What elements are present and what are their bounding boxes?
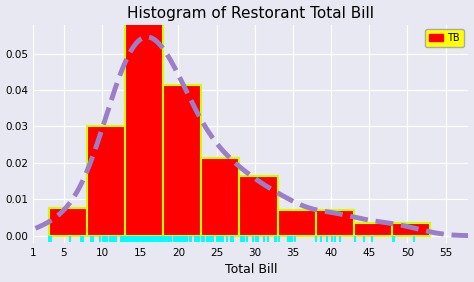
Bar — [239, 176, 278, 236]
Bar — [278, 210, 316, 236]
Bar — [354, 223, 392, 236]
Bar — [316, 210, 354, 236]
Bar — [392, 223, 430, 236]
Title: Histogram of Restorant Total Bill: Histogram of Restorant Total Bill — [128, 6, 374, 21]
Bar — [201, 158, 239, 236]
Bar — [87, 126, 125, 236]
X-axis label: Total Bill: Total Bill — [225, 263, 277, 276]
Bar — [125, 10, 163, 236]
Legend: TB: TB — [425, 29, 464, 47]
Bar — [49, 208, 87, 236]
Bar — [163, 85, 201, 236]
